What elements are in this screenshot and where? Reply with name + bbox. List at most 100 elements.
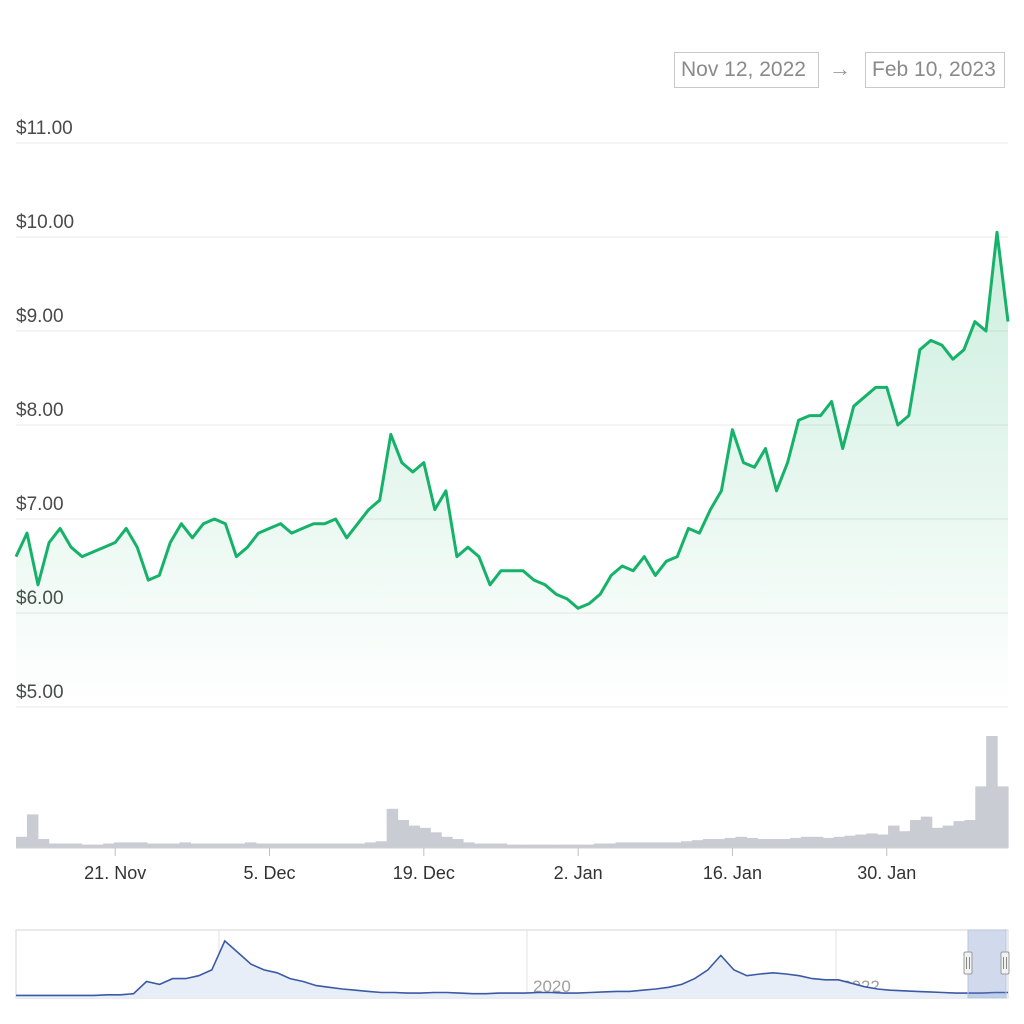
volume-bar bbox=[310, 843, 322, 848]
volume-bar bbox=[539, 844, 551, 848]
volume-bar bbox=[626, 842, 638, 848]
volume-bar bbox=[277, 843, 290, 848]
navigator[interactable]: 201820202022 bbox=[15, 929, 1010, 999]
volume-bar bbox=[103, 843, 115, 848]
volume-bar bbox=[648, 842, 660, 848]
navigator-year-label: 2020 bbox=[533, 977, 571, 996]
volume-bar bbox=[255, 843, 268, 848]
volume-bar bbox=[484, 843, 497, 848]
volume-bar bbox=[920, 816, 933, 848]
navigator-area bbox=[16, 940, 1008, 998]
x-tick-label: 19. Dec bbox=[393, 863, 455, 883]
volume-bar bbox=[898, 831, 911, 848]
volume-bar bbox=[724, 837, 737, 848]
x-tick-label: 2. Jan bbox=[554, 863, 603, 883]
volume-bar bbox=[146, 843, 159, 848]
volume-bar bbox=[135, 842, 148, 848]
x-tick-label: 5. Dec bbox=[243, 863, 295, 883]
volume-bar bbox=[909, 820, 922, 848]
navigator-line bbox=[16, 939, 1008, 997]
volume-bar bbox=[92, 844, 104, 848]
volume-bar bbox=[691, 840, 704, 848]
volume-bar bbox=[353, 843, 366, 848]
volume-bar bbox=[571, 844, 584, 848]
x-tick-label: 16. Jan bbox=[703, 863, 762, 883]
range-to-input[interactable]: Feb 10, 2023 bbox=[865, 52, 1005, 88]
price-series bbox=[14, 230, 1010, 610]
volume-bar bbox=[244, 842, 257, 848]
volume-bar bbox=[190, 843, 202, 848]
volume-bar bbox=[419, 827, 431, 848]
y-tick-label: $11.00 bbox=[16, 118, 73, 139]
volume-bar bbox=[201, 843, 213, 848]
volume-bar bbox=[789, 837, 802, 848]
volume-bar bbox=[179, 842, 192, 848]
volume-bar bbox=[506, 844, 519, 848]
volume-bar bbox=[26, 814, 39, 848]
volume-bar bbox=[702, 839, 715, 848]
y-tick-label: $8.00 bbox=[16, 400, 64, 421]
volume-bar bbox=[59, 843, 72, 848]
volume-bar bbox=[114, 842, 126, 848]
volume-bar bbox=[473, 843, 486, 848]
y-tick-label: $10.00 bbox=[16, 212, 74, 233]
volume-bar bbox=[888, 825, 900, 848]
volume-bar bbox=[517, 844, 529, 848]
volume-bar bbox=[408, 825, 420, 848]
price-line bbox=[14, 230, 1010, 610]
volume-bar bbox=[343, 843, 355, 848]
volume-bar bbox=[997, 786, 1009, 848]
volume-bar bbox=[234, 843, 246, 848]
volume-bar bbox=[833, 836, 846, 848]
volume-bar bbox=[670, 842, 682, 848]
volume-bar bbox=[321, 843, 333, 848]
volume-bar bbox=[768, 839, 780, 848]
volume-bar bbox=[462, 842, 475, 848]
volume-bar bbox=[953, 821, 965, 848]
volume-bar bbox=[430, 832, 442, 848]
volume-bar bbox=[779, 839, 791, 848]
y-tick-label: $9.00 bbox=[16, 306, 64, 327]
volume-bar bbox=[81, 844, 93, 848]
volume-bar bbox=[713, 839, 726, 848]
x-tick-label: 21. Nov bbox=[84, 863, 146, 883]
volume-bar bbox=[604, 843, 617, 848]
volume-bar bbox=[157, 843, 170, 848]
volume-bar bbox=[866, 833, 878, 848]
volume-bar bbox=[942, 825, 955, 848]
volume-bar bbox=[964, 820, 976, 848]
volume-bar bbox=[299, 843, 311, 848]
volume-bar bbox=[593, 843, 606, 848]
volume-bar bbox=[375, 841, 388, 848]
volume-bar bbox=[332, 843, 344, 848]
volume-bar bbox=[452, 839, 464, 848]
volume-bar bbox=[550, 844, 562, 848]
x-axis: 21. Nov 5. Dec 19. Dec 2. Jan 16. Jan 30. Jan bbox=[16, 847, 1008, 883]
x-tick-label: 30. Jan bbox=[857, 863, 916, 883]
volume-bar bbox=[223, 843, 235, 848]
volume-bar bbox=[811, 836, 824, 848]
volume-bar bbox=[877, 834, 889, 848]
volume-bar bbox=[986, 736, 998, 848]
y-tick-label: $7.00 bbox=[16, 494, 64, 515]
volume-bar bbox=[168, 843, 181, 848]
volume-bar bbox=[528, 844, 540, 848]
volume-bar bbox=[855, 834, 867, 848]
volume-bar bbox=[441, 836, 453, 848]
volume-bar bbox=[212, 843, 224, 848]
volume-bar bbox=[659, 842, 671, 848]
volume-bar bbox=[561, 844, 573, 848]
volume-bar bbox=[48, 843, 61, 848]
volume-bar bbox=[975, 786, 987, 848]
volume-bar bbox=[16, 836, 28, 848]
volume-bar bbox=[615, 842, 628, 848]
navigator-selection[interactable] bbox=[967, 929, 1007, 999]
volume-bar bbox=[735, 836, 747, 848]
volume-bar bbox=[637, 842, 649, 848]
volume-bar bbox=[800, 836, 813, 848]
range-from-input[interactable]: Nov 12, 2022 bbox=[674, 52, 819, 88]
navigator-handle-right[interactable] bbox=[1000, 951, 1010, 975]
volume-bar bbox=[266, 843, 279, 848]
navigator-handle-left[interactable] bbox=[963, 951, 973, 975]
price-area bbox=[16, 232, 1008, 708]
